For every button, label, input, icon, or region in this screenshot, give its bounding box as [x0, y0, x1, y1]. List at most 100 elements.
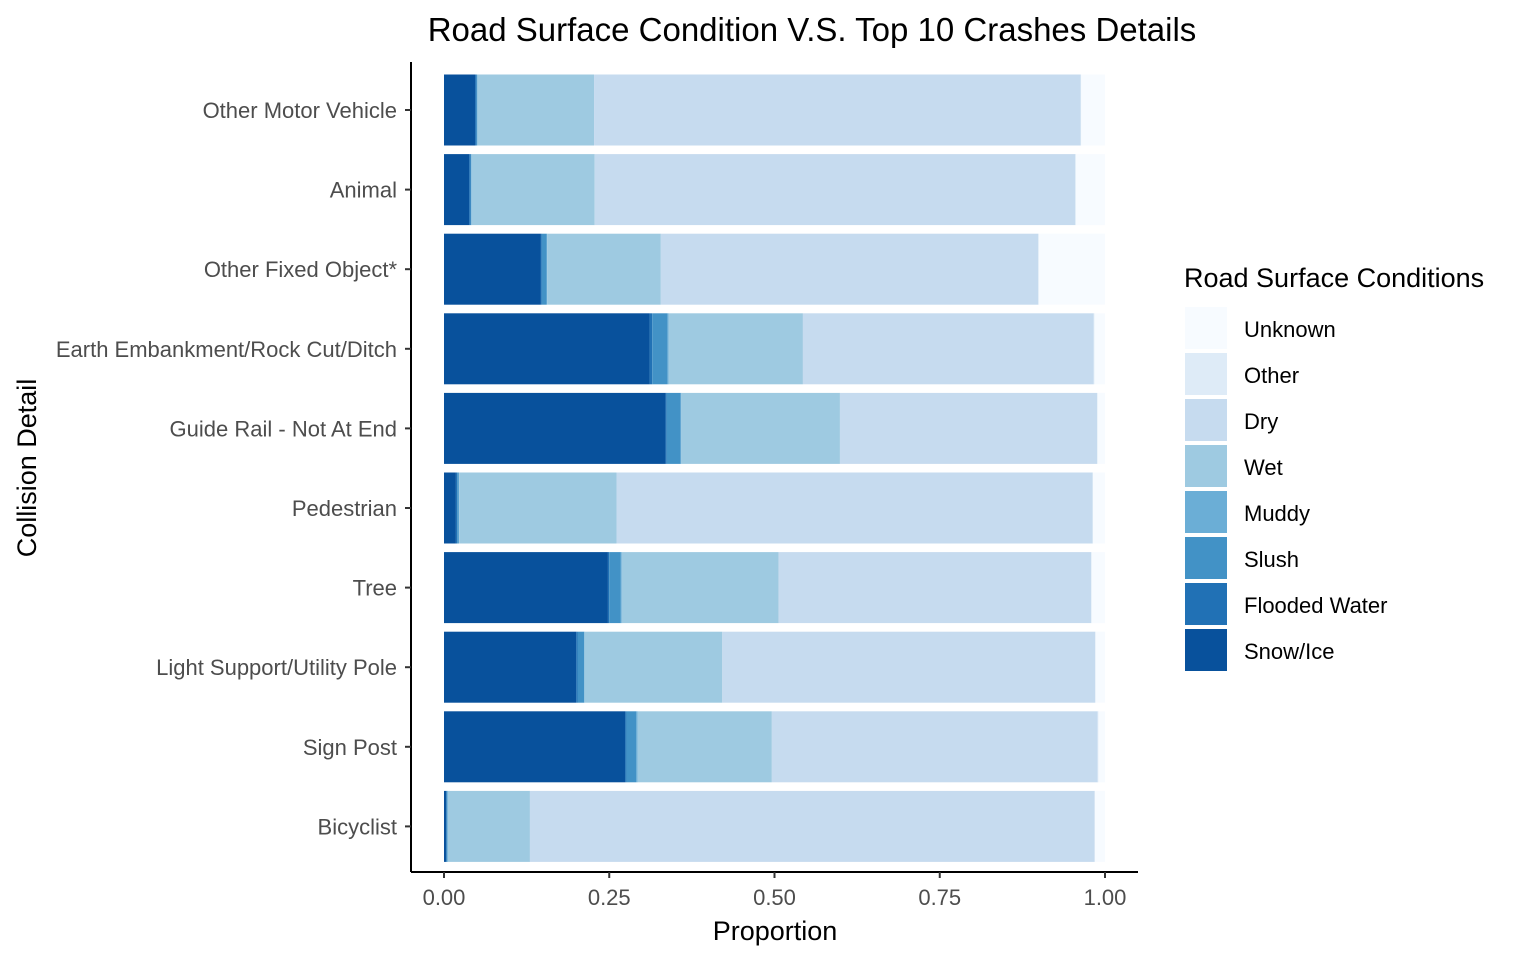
- legend-key-wet: [1185, 445, 1227, 487]
- legend-title: Road Surface Conditions: [1184, 263, 1484, 293]
- bar-earth-embankment-rock-cut-ditch-wet: [668, 313, 803, 385]
- legend-label-flooded-water: Flooded Water: [1244, 593, 1387, 618]
- legend-label-muddy: Muddy: [1244, 501, 1310, 526]
- bar-animal-unknown: [1075, 154, 1105, 226]
- bar-other-fixed-object-snow-ice: [444, 233, 541, 305]
- bar-tree-muddy: [620, 552, 622, 624]
- legend-key-slush: [1185, 537, 1227, 579]
- bar-other-motor-vehicle-slush: [476, 74, 478, 146]
- bar-bicyclist-muddy: [447, 790, 448, 862]
- bar-sign-post-dry: [771, 711, 1098, 783]
- bar-sign-post-other: [1097, 711, 1099, 783]
- y-axis-title: Collision Detail: [12, 379, 42, 558]
- bar-tree-flooded-water: [607, 552, 610, 624]
- bar-pedestrian-slush: [457, 472, 459, 544]
- legend-label-snow-ice: Snow/Ice: [1244, 639, 1335, 664]
- bar-other-fixed-object-muddy: [546, 233, 548, 305]
- bar-other-fixed-object-dry: [660, 233, 1039, 305]
- bar-other-motor-vehicle-wet: [477, 74, 595, 146]
- bar-bicyclist-slush: [446, 790, 448, 862]
- bar-pedestrian-snow-ice: [444, 472, 456, 544]
- bar-other-fixed-object-flooded-water: [540, 233, 542, 305]
- legend-key-unknown: [1185, 307, 1227, 349]
- bar-guide-rail-not-at-end-muddy: [680, 392, 682, 464]
- bar-guide-rail-not-at-end-wet: [681, 392, 840, 464]
- bar-light-support-utility-pole-snow-ice: [444, 631, 577, 703]
- legend: Road Surface Conditions Unknown Other Dry W…: [1184, 263, 1484, 671]
- bars-layer: [444, 74, 1105, 862]
- y-tick-label-bicyclist: Bicyclist: [318, 814, 397, 839]
- bar-bicyclist-other: [1094, 790, 1096, 862]
- bar-guide-rail-not-at-end-dry: [839, 392, 1098, 464]
- bar-pedestrian-flooded-water: [455, 472, 458, 544]
- bar-light-support-utility-pole-wet: [584, 631, 723, 703]
- legend-label-wet: Wet: [1244, 455, 1283, 480]
- bar-bicyclist-wet: [447, 790, 530, 862]
- bar-earth-embankment-rock-cut-ditch-flooded-water: [649, 313, 653, 385]
- bar-tree-dry: [778, 552, 1092, 624]
- bar-animal-slush: [470, 154, 472, 226]
- x-tick-label-0: 0.00: [423, 885, 466, 910]
- bar-sign-post-muddy: [636, 711, 638, 783]
- y-tick-label-sign-post: Sign Post: [303, 735, 397, 760]
- legend-key-flooded-water: [1185, 583, 1227, 625]
- bar-sign-post-unknown: [1098, 711, 1105, 783]
- bar-earth-embankment-rock-cut-ditch-other: [1093, 313, 1095, 385]
- bar-bicyclist-flooded-water: [445, 790, 447, 862]
- bar-tree-snow-ice: [444, 552, 608, 624]
- y-tick-label-light-support-utility-pole: Light Support/Utility Pole: [156, 655, 397, 680]
- bar-light-support-utility-pole-other: [1095, 631, 1096, 703]
- bar-bicyclist-dry: [529, 790, 1095, 862]
- bar-light-support-utility-pole-muddy: [584, 631, 585, 703]
- bar-animal-other: [1075, 154, 1076, 226]
- bar-guide-rail-not-at-end-snow-ice: [444, 392, 666, 464]
- legend-label-unknown: Unknown: [1244, 317, 1336, 342]
- x-tick-label-4: 1.00: [1084, 885, 1127, 910]
- legend-key-dry: [1185, 399, 1227, 441]
- y-tick-label-other-motor-vehicle: Other Motor Vehicle: [203, 98, 397, 123]
- bar-guide-rail-not-at-end-flooded-water: [665, 392, 667, 464]
- axes-layer: Other Motor Vehicle Animal Other Fixed Obj…: [56, 62, 1138, 910]
- bar-animal-dry: [594, 154, 1076, 226]
- x-tick-label-3: 0.75: [918, 885, 961, 910]
- bar-animal-wet: [471, 154, 595, 226]
- bar-animal-flooded-water: [469, 154, 471, 226]
- bar-earth-embankment-rock-cut-ditch-snow-ice: [444, 313, 650, 385]
- bar-tree-other: [1091, 552, 1092, 624]
- bar-other-fixed-object-other: [1038, 233, 1039, 305]
- bar-guide-rail-not-at-end-slush: [666, 392, 681, 464]
- bar-guide-rail-not-at-end-other: [1097, 392, 1098, 464]
- y-tick-label-pedestrian: Pedestrian: [292, 496, 397, 521]
- bar-pedestrian-muddy: [458, 472, 460, 544]
- bar-light-support-utility-pole-flooded-water: [576, 631, 578, 703]
- bar-tree-slush: [609, 552, 621, 624]
- bar-sign-post-wet: [637, 711, 772, 783]
- y-tick-label-earth-embankment-rock-cut-ditch: Earth Embankment/Rock Cut/Ditch: [56, 337, 397, 362]
- bar-earth-embankment-rock-cut-ditch-unknown: [1094, 313, 1105, 385]
- bar-other-motor-vehicle-flooded-water: [475, 74, 477, 146]
- bar-other-motor-vehicle-muddy: [477, 74, 478, 146]
- bar-sign-post-slush: [626, 711, 637, 783]
- bar-other-motor-vehicle-other: [1080, 74, 1082, 146]
- bar-light-support-utility-pole-slush: [577, 631, 585, 703]
- bar-other-fixed-object-wet: [547, 233, 661, 305]
- bar-bicyclist-snow-ice: [444, 790, 446, 862]
- y-tick-label-animal: Animal: [330, 178, 397, 203]
- x-tick-label-1: 0.25: [588, 885, 631, 910]
- y-tick-label-guide-rail-not-at-end: Guide Rail - Not At End: [170, 416, 397, 441]
- bar-bicyclist-unknown: [1095, 790, 1105, 862]
- bar-other-fixed-object-slush: [541, 233, 547, 305]
- y-tick-label-tree: Tree: [353, 576, 397, 601]
- bar-tree-wet: [621, 552, 779, 624]
- bar-pedestrian-unknown: [1093, 472, 1105, 544]
- legend-key-muddy: [1185, 491, 1227, 533]
- y-tick-label-other-fixed-object: Other Fixed Object*: [204, 257, 398, 282]
- chart-title: Road Surface Condition V.S. Top 10 Crash…: [428, 11, 1197, 48]
- bar-earth-embankment-rock-cut-ditch-muddy: [667, 313, 669, 385]
- legend-key-other: [1185, 353, 1227, 395]
- bar-earth-embankment-rock-cut-ditch-slush: [652, 313, 668, 385]
- bar-other-motor-vehicle-unknown: [1081, 74, 1105, 146]
- bar-pedestrian-wet: [459, 472, 617, 544]
- bar-pedestrian-other: [1092, 472, 1094, 544]
